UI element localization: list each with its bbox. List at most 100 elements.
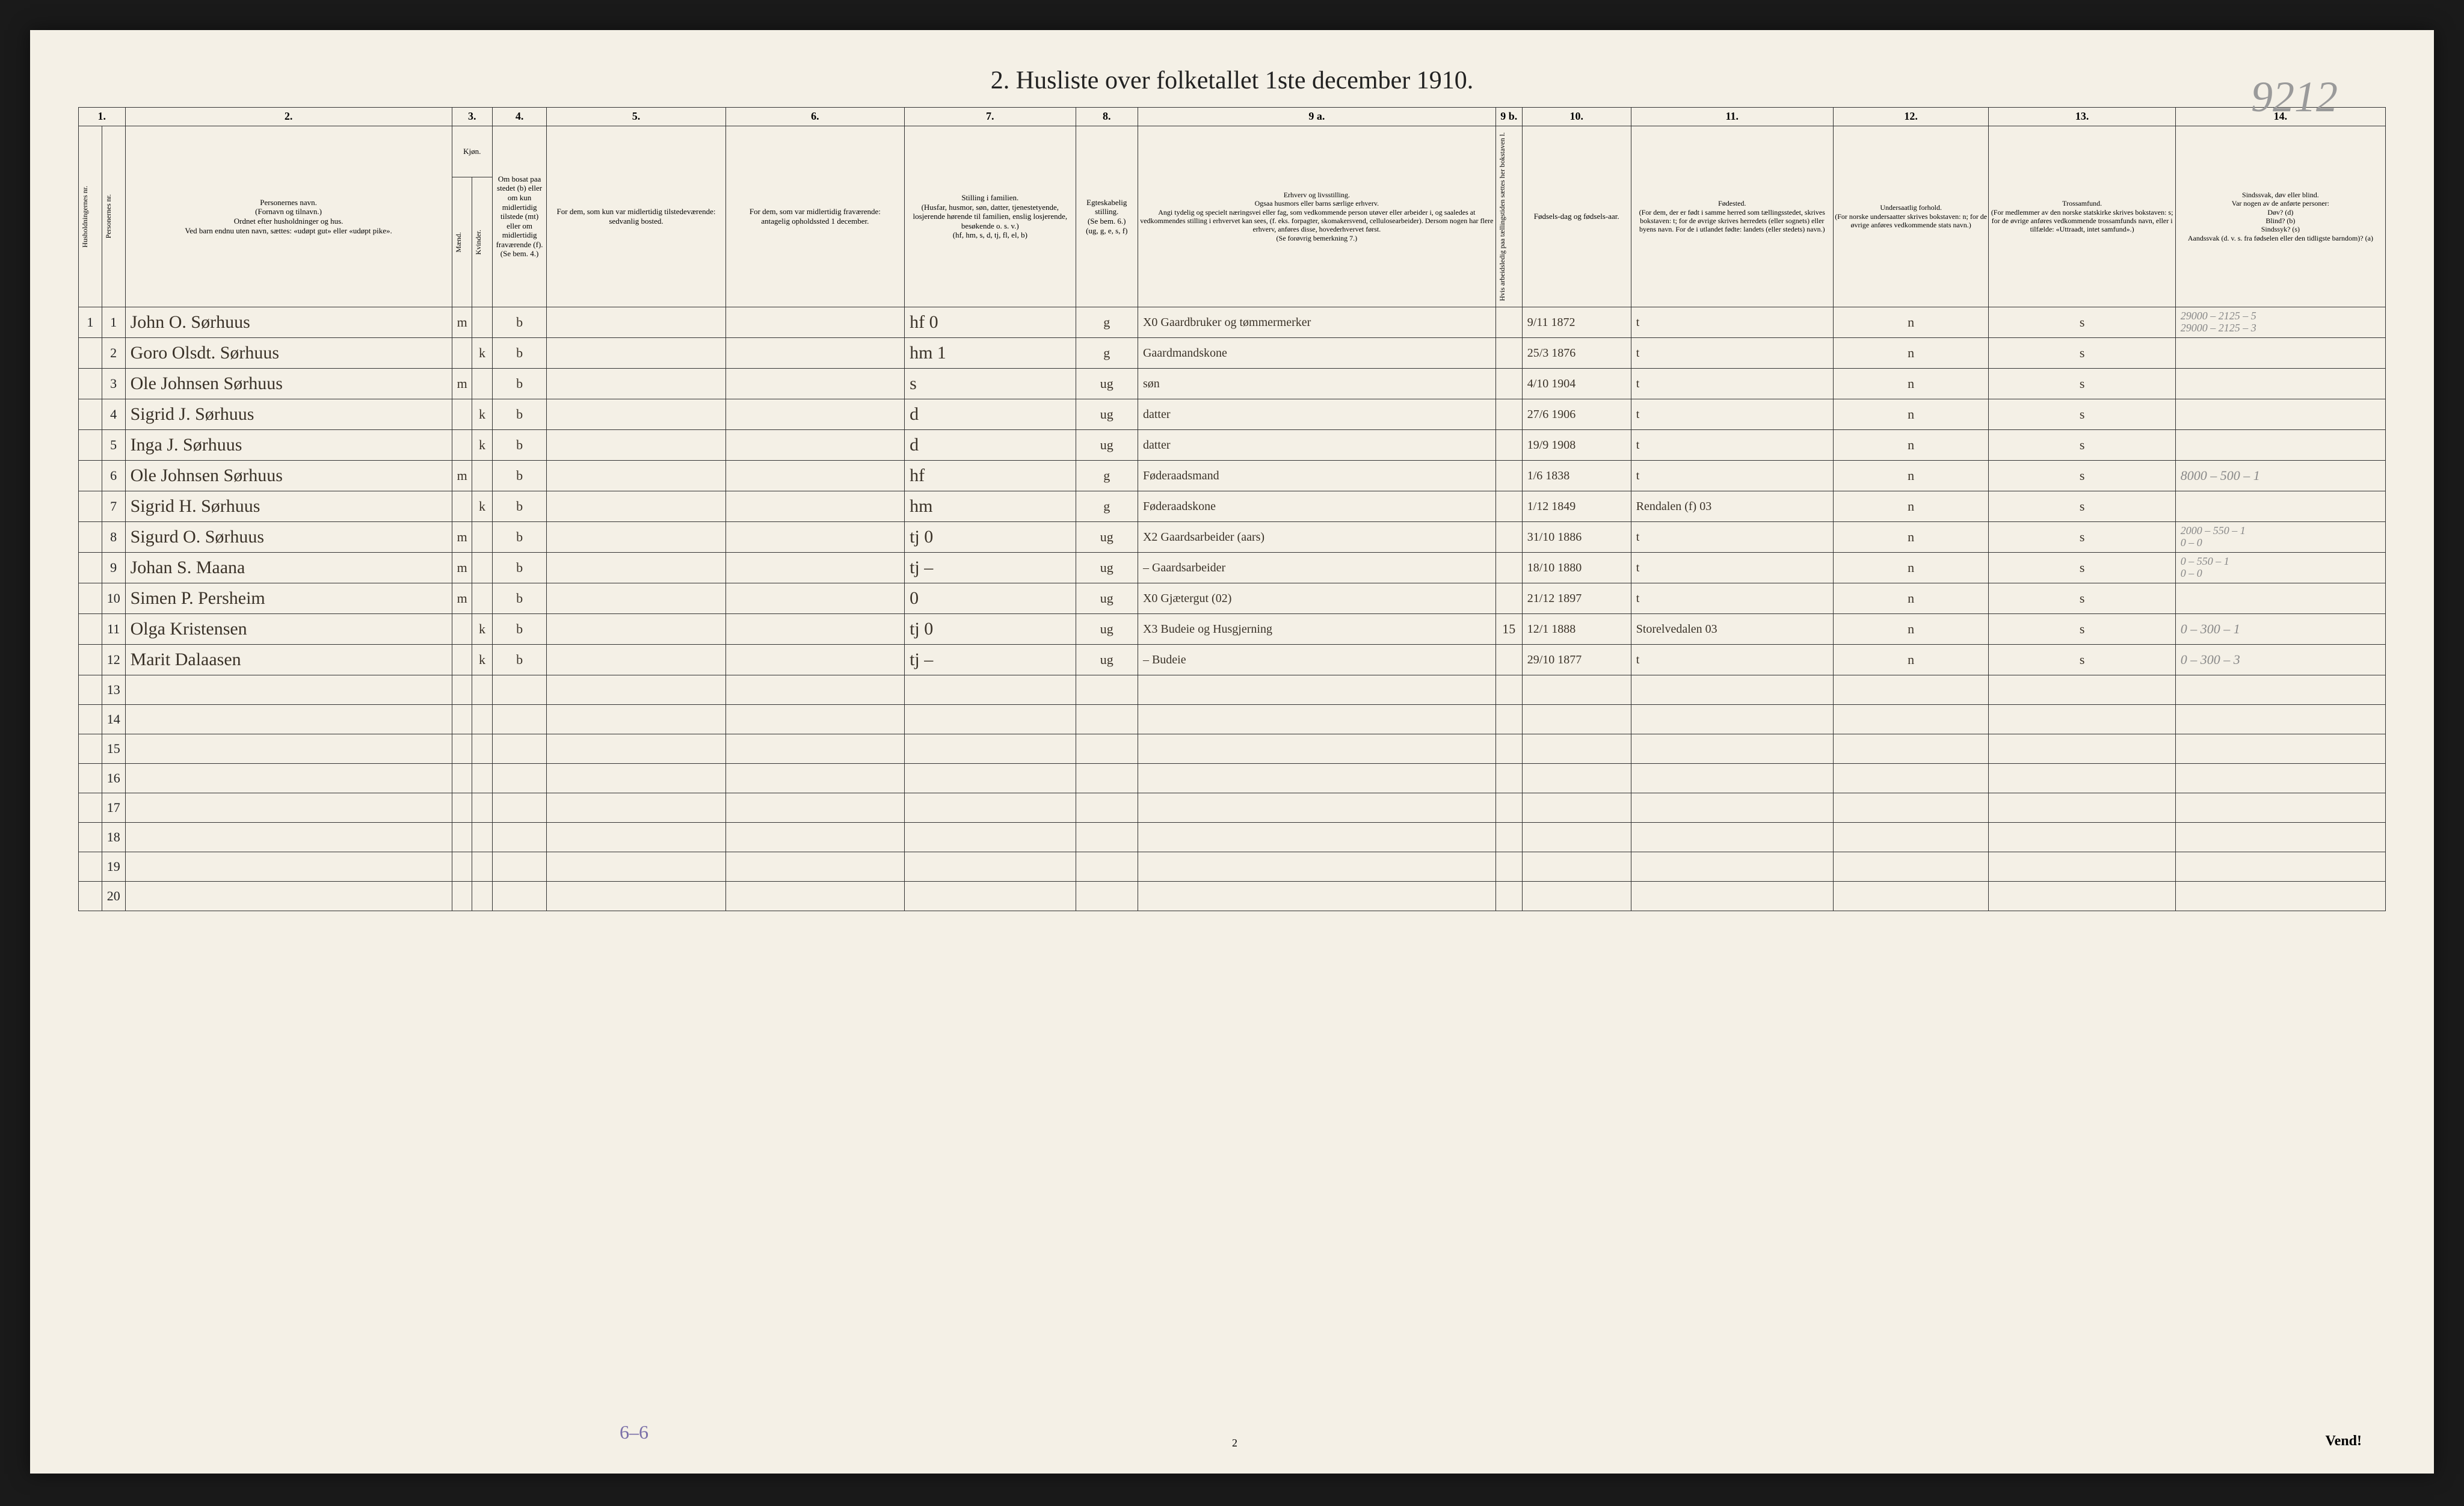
table-row: 19 [79,852,2386,882]
cell-person-nr: 5 [102,430,125,461]
empty-cell [472,734,493,764]
empty-cell [492,734,547,764]
cell-name: Ole Johnsen Sørhuus [125,369,452,399]
cell-familypos: 0 [905,583,1076,614]
cell-nationality: n [1833,645,1989,675]
cell-birthdate: 9/11 1872 [1522,307,1631,338]
cell-whereabouts [725,307,904,338]
empty-cell [725,734,904,764]
cell-household-nr [79,430,102,461]
cell-household-nr [79,461,102,491]
hdr-disability: Sindssvak, døv eller blind. Var nogen av… [2175,126,2385,307]
empty-cell [905,705,1076,734]
empty-cell [1076,675,1138,705]
bottom-pencil-note: 6–6 [620,1421,648,1443]
empty-cell [547,793,725,823]
empty-cell [1631,852,1833,882]
empty-cell [725,793,904,823]
colnum-13: 13. [1989,108,2175,126]
empty-cell [2175,882,2385,911]
cell-whereabouts [725,522,904,553]
table-row: 10Simen P. Persheimmb 0ugX0 Gjætergut (0… [79,583,2386,614]
table-row: 3Ole Johnsen Sørhuusmbsugsøn4/10 1904tns [79,369,2386,399]
empty-cell [905,764,1076,793]
cell-name: Inga J. Sørhuus [125,430,452,461]
cell-nationality: n [1833,553,1989,583]
cell-disability [2175,369,2385,399]
cell-disability: 0 – 300 – 1 [2175,614,2385,645]
cell-birthdate: 4/10 1904 [1522,369,1631,399]
empty-cell [472,705,493,734]
cell-occupation: – Gaardsarbeider [1138,553,1495,583]
cell-female: k [472,491,493,522]
cell-person-nr: 1 [102,307,125,338]
cell-nationality: n [1833,522,1989,553]
cell-name: Marit Dalaasen [125,645,452,675]
cell-person-nr: 9 [102,553,125,583]
hdr-male: Mænd. [452,177,472,307]
empty-cell: 19 [102,852,125,882]
empty-cell [125,852,452,882]
hdr-birthdate: Fødsels-dag og fødsels-aar. [1522,126,1631,307]
empty-cell [79,793,102,823]
empty-cell [472,823,493,852]
cell-usualplace [547,399,725,430]
cell-usualplace [547,645,725,675]
cell-birthdate: 19/9 1908 [1522,430,1631,461]
empty-cell [1522,734,1631,764]
empty-cell [2175,675,2385,705]
empty-cell [2175,764,2385,793]
cell-whereabouts [725,645,904,675]
column-number-row: 1. 2. 3. 4. 5. 6. 7. 8. 9 a. 9 b. 10. 11… [79,108,2386,126]
empty-cell [492,882,547,911]
empty-cell [452,675,472,705]
colnum-5: 5. [547,108,725,126]
table-body: 11John O. Sørhuusmbhf 0gX0 Gaardbruker o… [79,307,2386,911]
hdr-familypos: Stilling i familien. (Husfar, husmor, sø… [905,126,1076,307]
cell-unemployed [1495,461,1522,491]
cell-name: Olga Kristensen [125,614,452,645]
cell-person-nr: 12 [102,645,125,675]
cell-birthplace: t [1631,307,1833,338]
empty-cell: 18 [102,823,125,852]
empty-cell [1833,882,1989,911]
empty-cell [1495,793,1522,823]
cell-name: Goro Olsdt. Sørhuus [125,338,452,369]
hdr-birthplace: Fødested. (For dem, der er født i samme … [1631,126,1833,307]
cell-person-nr: 11 [102,614,125,645]
cell-residence: b [492,553,547,583]
colnum-10: 10. [1522,108,1631,126]
cell-disability [2175,399,2385,430]
table-row: 5Inga J. Sørhuuskbdugdatter19/9 1908tns [79,430,2386,461]
empty-cell [125,764,452,793]
empty-cell [1522,764,1631,793]
empty-cell [1138,852,1495,882]
cell-unemployed [1495,399,1522,430]
cell-whereabouts [725,338,904,369]
cell-unemployed [1495,338,1522,369]
empty-cell [1833,675,1989,705]
cell-marital: ug [1076,522,1138,553]
cell-male [452,399,472,430]
cell-male [452,491,472,522]
colnum-9a: 9 a. [1138,108,1495,126]
cell-marital: ug [1076,553,1138,583]
empty-cell: 15 [102,734,125,764]
empty-cell [905,734,1076,764]
empty-cell [125,823,452,852]
empty-cell [79,882,102,911]
cell-nationality: n [1833,583,1989,614]
cell-male [452,338,472,369]
cell-religion: s [1989,430,2175,461]
empty-cell [1076,793,1138,823]
empty-cell [1076,764,1138,793]
cell-occupation: søn [1138,369,1495,399]
cell-occupation: Gaardmandskone [1138,338,1495,369]
table-row: 11Olga Kristensenkbtj 0ugX3 Budeie og Hu… [79,614,2386,645]
cell-familypos: hm 1 [905,338,1076,369]
cell-usualplace [547,430,725,461]
cell-female: k [472,645,493,675]
empty-cell [125,882,452,911]
cell-familypos: tj – [905,645,1076,675]
cell-usualplace [547,553,725,583]
